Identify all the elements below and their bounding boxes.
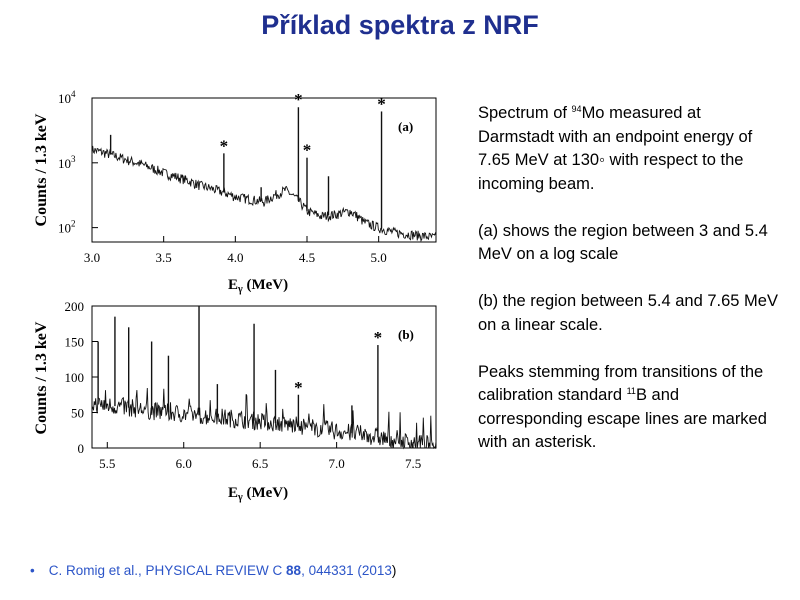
panel-a-spectrum-line	[91, 145, 437, 243]
y-tick-label: 103	[58, 154, 76, 171]
description-paragraph-3: (b) the region between 5.4 and 7.65 MeV …	[478, 292, 778, 334]
panel-b-y-ticks: 0 50 100 150 200	[65, 299, 98, 456]
x-tick-label: 5.0	[371, 250, 387, 265]
x-tick-label: 7.5	[405, 456, 421, 471]
asterisk-marker: *	[294, 90, 303, 109]
y-tick-label: 150	[65, 335, 85, 350]
asterisk-marker: *	[294, 378, 303, 397]
y-tick-label: 100	[65, 370, 85, 385]
panel-a-frame	[91, 97, 437, 243]
y-tick-label: 104	[58, 89, 76, 106]
asterisk-marker: *	[220, 136, 229, 155]
panel-a-ylabel: Counts / 1.3 keV	[33, 113, 50, 226]
y-tick-label: 102	[58, 219, 76, 236]
x-tick-label: 3.0	[84, 250, 100, 265]
reference-citation: • C. Romig et al., PHYSICAL REVIEW C 88, …	[30, 563, 397, 578]
panel-b-spectrum-line	[91, 387, 437, 450]
x-tick-label: 4.0	[227, 250, 243, 265]
description-paragraph-2: (a) shows the region between 3 and 5.4 M…	[478, 221, 768, 264]
x-tick-label: 5.5	[99, 456, 115, 471]
panel-b-ylabel: Counts / 1.3 keV	[33, 321, 50, 434]
x-tick-label: 6.0	[176, 456, 192, 471]
panel-b-xlabel: Eγ (MeV)	[228, 485, 288, 503]
panel-b-peaks: **	[97, 306, 383, 438]
asterisk-marker: *	[303, 141, 312, 160]
panel-b-x-ticks: 5.5 6.0 6.5 7.0 7.5	[99, 442, 421, 471]
panel-a-xlabel: Eγ (MeV)	[228, 277, 288, 295]
x-tick-label: 4.5	[299, 250, 315, 265]
panel-a-label: (a)	[398, 119, 413, 134]
x-tick-label: 7.0	[328, 456, 344, 471]
description-paragraph-1: Spectrum of 94Mo measured at Darmstadt w…	[478, 104, 753, 193]
panel-b-label: (b)	[398, 327, 414, 342]
slide-title: Příklad spektra z NRF	[261, 10, 539, 40]
asterisk-marker: *	[377, 94, 386, 113]
description-text: Spectrum of 94Mo measured at Darmstadt w…	[478, 102, 778, 478]
panel-a-x-ticks: 3.0 3.5 4.0 4.5 5.0	[84, 236, 387, 265]
description-paragraph-4: Peaks stemming from transitions of the c…	[478, 362, 767, 452]
bullet-icon: •	[30, 563, 35, 578]
panel-a-peaks: * * * *	[109, 90, 386, 229]
asterisk-marker: *	[374, 328, 383, 347]
x-tick-label: 6.5	[252, 456, 268, 471]
y-tick-label: 200	[65, 299, 85, 314]
x-tick-label: 3.5	[156, 250, 172, 265]
panel-a: 102 103 104 3.0 3.5 4.0 4.5 5.0 * * * * (a) Count…	[33, 89, 437, 295]
y-tick-label: 50	[71, 406, 84, 421]
panel-b-frame	[91, 305, 437, 449]
y-tick-label: 0	[78, 441, 85, 456]
